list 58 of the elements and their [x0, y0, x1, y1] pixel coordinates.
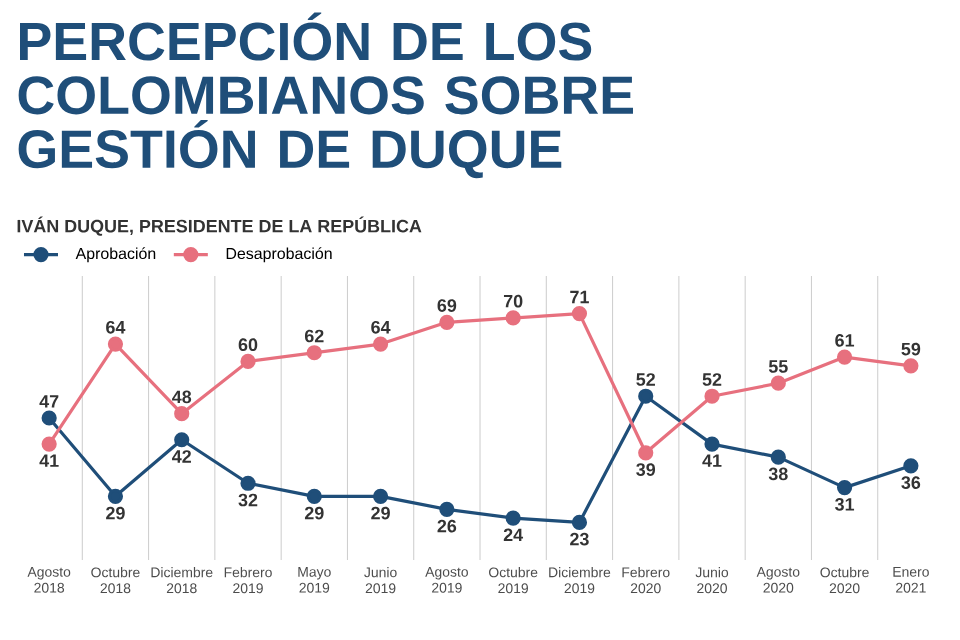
data-label: 71 [570, 290, 589, 304]
data-label: 26 [437, 519, 457, 533]
data-label: 64 [106, 320, 126, 334]
point [41, 436, 57, 452]
data-label: 29 [304, 506, 324, 520]
data-label: 52 [636, 373, 655, 386]
point [571, 514, 588, 531]
point [638, 445, 654, 461]
point [704, 436, 720, 452]
data-label: 70 [503, 294, 523, 308]
data-label: 61 [835, 333, 855, 347]
data-label: 62 [304, 329, 324, 343]
point [704, 388, 720, 404]
point [903, 358, 919, 374]
data-label: 29 [106, 506, 125, 520]
data-label: 55 [768, 360, 788, 373]
point [770, 375, 786, 391]
point [836, 349, 853, 365]
data-label: 64 [371, 320, 391, 334]
data-label: 60 [238, 338, 258, 352]
point [571, 305, 588, 322]
point [770, 449, 786, 465]
point [836, 480, 853, 496]
data-label: 38 [768, 467, 788, 481]
point [372, 336, 389, 352]
data-label: 59 [901, 342, 921, 356]
point [306, 488, 322, 504]
data-label: 41 [702, 454, 722, 467]
point [240, 475, 256, 491]
data-label: 39 [636, 463, 656, 476]
data-label: 29 [371, 506, 390, 520]
data-label: 42 [172, 450, 191, 463]
data-label: 47 [39, 395, 59, 408]
point [306, 345, 322, 361]
point [439, 501, 455, 517]
point [107, 488, 124, 504]
point [174, 432, 190, 448]
data-label: 24 [503, 528, 524, 541]
point [638, 388, 654, 404]
data-label: 36 [901, 476, 921, 489]
chart-title: PERCEPCIÓN DE LOS COLOMBIANOS SOBRE GESTIÓN DE DUQUE [18, 12, 633, 179]
chart-subtitle: IVÁN DUQUE, PRESIDENTE DE LA REPÚBLICA [17, 216, 422, 236]
data-label: 69 [437, 299, 457, 312]
data-label: 31 [835, 498, 855, 511]
point [505, 310, 521, 326]
data-label: 52 [702, 373, 722, 386]
data-label: 48 [172, 390, 192, 404]
point [107, 336, 124, 352]
point [439, 314, 455, 330]
point [372, 488, 389, 504]
point [903, 458, 919, 474]
data-label: 23 [570, 532, 589, 546]
point [174, 406, 190, 422]
data-label: 32 [238, 493, 258, 507]
data-label: 41 [39, 454, 59, 467]
point [240, 353, 256, 370]
point [505, 510, 521, 526]
point [41, 410, 57, 426]
